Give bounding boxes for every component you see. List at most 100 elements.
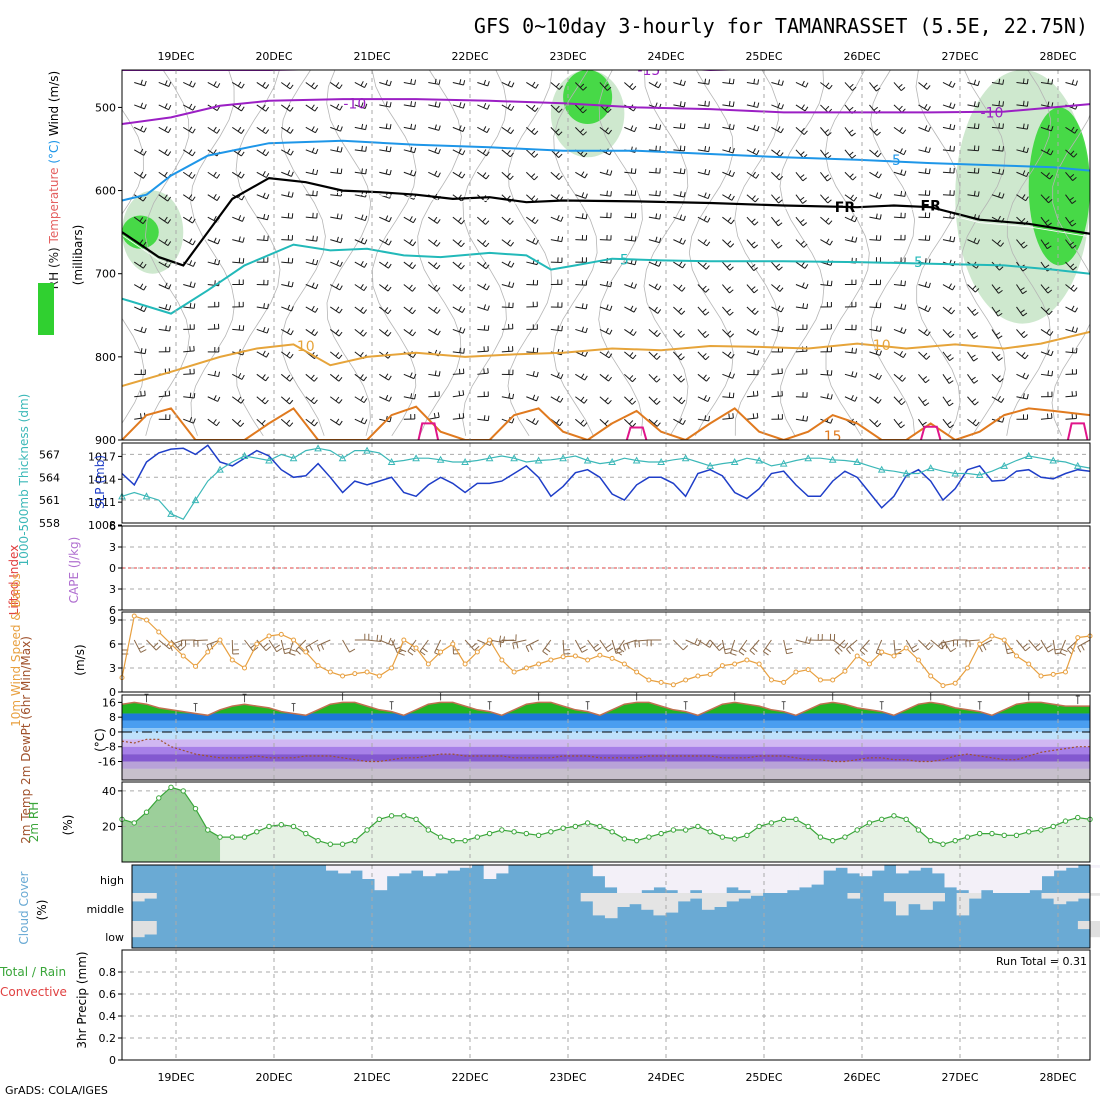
y-tick-label: 1008 [88, 519, 116, 532]
wind-barb-flag [385, 123, 388, 129]
wind-barb-flag [726, 286, 732, 291]
wind-barb [722, 396, 734, 399]
wind-barb [1040, 171, 1050, 180]
wind-barb [330, 239, 341, 244]
wind-barb-flag [487, 81, 490, 87]
wind-barb-flag [837, 646, 843, 652]
thickness-marker [1073, 461, 1082, 469]
wind-barb-flag [681, 287, 686, 292]
wind-barb [905, 639, 914, 653]
wind-barb-flag [139, 239, 144, 245]
wind-barb [967, 351, 974, 362]
cloud-clear-cell [641, 865, 654, 891]
wind-barb [330, 216, 342, 220]
wind-barb-flag [629, 328, 634, 334]
wind-barb-flag [877, 152, 882, 158]
wind-barb-flag [997, 312, 1003, 317]
wind-barb [256, 216, 268, 221]
wind-barb-flag [483, 415, 486, 421]
wind-barb [820, 216, 830, 225]
wind-barb [133, 639, 142, 653]
wind-barb-flag [434, 170, 438, 176]
wind-barb [771, 171, 780, 181]
wind-barb [1016, 284, 1023, 294]
wind-barb [795, 261, 806, 269]
wind-barb [1040, 284, 1049, 294]
cloud-clear-cell [653, 865, 667, 888]
wind-barb [623, 639, 637, 645]
wind-barb-flag [862, 647, 868, 653]
wind-barb [942, 104, 954, 109]
wind-barb [526, 373, 538, 378]
wind-barb [624, 396, 633, 405]
wind-barb-flag [703, 215, 707, 221]
wind-barb-flag [851, 154, 857, 159]
wind-barb-flag [704, 334, 710, 339]
wind-barb-flag [507, 80, 511, 86]
wind-barb-flag [142, 219, 147, 224]
wind-barb-flag [139, 413, 142, 419]
wind-barb [452, 126, 464, 132]
wind-barb-flag [1048, 310, 1053, 315]
wind-barb [967, 306, 975, 316]
wind-barb-flag [1050, 350, 1054, 356]
cloud-clear-cell [617, 865, 630, 893]
wind-barb [869, 216, 881, 220]
wind-barb-flag [384, 284, 389, 289]
top-date-label: 28DEC [1039, 50, 1076, 63]
wind-barb-flag [703, 239, 707, 244]
wind-barb-flag [534, 107, 539, 112]
wind-barb-flag [949, 102, 952, 108]
wind-barb-flag [559, 397, 564, 403]
wind-barb-flag [971, 376, 976, 381]
wind-barb [428, 328, 439, 336]
rh-marker [327, 841, 334, 847]
wind-barb-flag [436, 309, 441, 314]
cloud-clear-cell [350, 865, 363, 871]
wind-barb-flag [140, 102, 144, 108]
wind-barb [1016, 306, 1024, 317]
wind-barb-flag [289, 84, 294, 90]
cloud-clear-cell [726, 865, 739, 888]
wind-barb-flag [824, 151, 829, 156]
wind-barb-flag [971, 354, 976, 359]
wind-barb-flag [949, 145, 952, 151]
wind-barb [146, 639, 157, 651]
top-date-axis: 19DEC 20DEC 21DEC 22DEC 23DEC 24DEC 25DEC 26DEC… [157, 50, 1076, 63]
wind-barb [832, 639, 845, 649]
wind-barb-flag [485, 174, 490, 180]
wind-barb [673, 373, 682, 383]
wind-barb-flag [1002, 146, 1004, 152]
wind-barb-flag [408, 284, 413, 290]
wind-barb-flag [486, 151, 490, 157]
wind-barb [722, 329, 731, 338]
wind-barb [634, 639, 649, 642]
wind-barb-flag [336, 190, 339, 196]
wind-barb-flag [900, 303, 903, 309]
wind-barb [330, 149, 342, 153]
cloud-clear-cell [641, 893, 654, 910]
wind-barb-flag [213, 126, 217, 132]
y-tick-label: 6 [109, 604, 116, 617]
wind-barb [354, 396, 365, 404]
wind-barb-flag [544, 647, 551, 653]
wind-barb-flag [237, 396, 242, 402]
wind-barb [746, 328, 757, 336]
wind-barb [403, 373, 415, 380]
wind-barb-flag [825, 105, 830, 111]
wind-barb [673, 216, 685, 222]
wind-barb-flag [805, 82, 809, 88]
wind-speed-line [121, 615, 1091, 687]
wind-barb-flag [532, 370, 535, 377]
wind-barb-flag [237, 149, 242, 155]
wind-barb-flag [581, 326, 585, 332]
wind-barb [795, 239, 805, 248]
wind-barb [930, 639, 942, 650]
contour-label: 5 [620, 253, 629, 269]
thickness-marker [1024, 451, 1033, 459]
wind-barb-flag [314, 84, 318, 90]
wind-barb-flag [609, 329, 613, 335]
wind-barb-flag [973, 79, 977, 85]
wind-barb-flag [558, 175, 563, 180]
